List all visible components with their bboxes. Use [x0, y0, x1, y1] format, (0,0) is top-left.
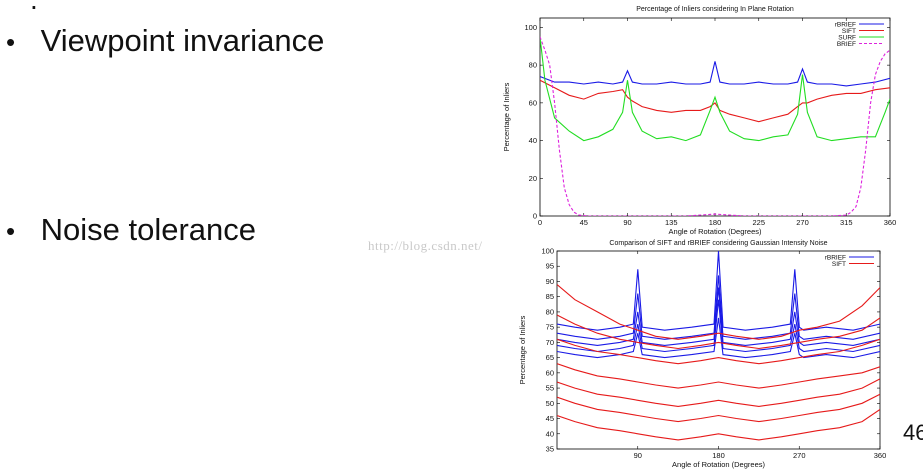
- series-line-brief-3: [540, 36, 890, 216]
- legend-label: SIFT: [832, 261, 846, 268]
- x-tick-label: 180: [712, 451, 725, 460]
- y-tick-label: 45: [546, 414, 554, 423]
- y-tick-label: 55: [546, 384, 554, 393]
- x-tick-label: 90: [623, 218, 631, 227]
- x-tick-label: 270: [796, 218, 809, 227]
- y-tick-label: 80: [529, 61, 537, 70]
- x-axis-label: Angle of Rotation (Degrees): [672, 460, 765, 469]
- y-tick-label: 35: [546, 445, 554, 454]
- series-line-sift-7: [557, 338, 880, 365]
- y-tick-label: 40: [529, 136, 537, 145]
- series-line-sift-10: [557, 393, 880, 423]
- y-tick-label: 95: [546, 262, 554, 271]
- x-axis-label: Angle of Rotation (Degrees): [669, 227, 762, 236]
- legend-label: SIFT: [842, 28, 856, 35]
- x-tick-label: 360: [874, 451, 887, 460]
- slide-top-partial-text: .: [30, 0, 38, 16]
- x-tick-label: 270: [793, 451, 806, 460]
- chart-title: Percentage of Inliers considering In Pla…: [636, 6, 794, 13]
- legend-label: rBRIEF: [825, 255, 846, 262]
- y-tick-label: 60: [529, 98, 537, 107]
- series-line-sift-5: [557, 284, 880, 340]
- y-tick-label: 0: [533, 212, 537, 221]
- y-tick-label: 65: [546, 353, 554, 362]
- y-tick-label: 100: [541, 247, 554, 256]
- page-number: 46: [903, 420, 923, 445]
- series-line-sift-9: [557, 378, 880, 407]
- bullet-marker: •: [6, 27, 16, 57]
- y-tick-label: 60: [546, 368, 554, 377]
- series-line-sift-11: [557, 408, 880, 441]
- y-tick-label: 40: [546, 429, 554, 438]
- legend-label: BRIEF: [837, 41, 856, 48]
- series-line-sift-6: [557, 314, 880, 350]
- x-tick-label: 45: [580, 218, 588, 227]
- series-line-rbrief-2: [557, 287, 880, 346]
- series-line-sift-1: [540, 79, 890, 123]
- y-tick-label: 50: [546, 399, 554, 408]
- x-tick-label: 360: [884, 218, 897, 227]
- y-tick-label: 70: [546, 338, 554, 347]
- x-tick-label: 180: [709, 218, 722, 227]
- series-line-surf-2: [540, 36, 890, 142]
- y-tick-label: 20: [529, 174, 537, 183]
- y-tick-label: 100: [524, 23, 537, 32]
- chart-title: Comparison of SIFT and rBRIEF considerin…: [609, 240, 827, 247]
- x-tick-label: 315: [840, 218, 853, 227]
- bullet-noise-tolerance: • Noise tolerance: [6, 212, 256, 248]
- bullet-marker: •: [6, 216, 16, 246]
- y-tick-label: 75: [546, 323, 554, 332]
- bullet-viewpoint-invariance: • Viewpoint invariance: [6, 23, 324, 59]
- y-tick-label: 85: [546, 292, 554, 301]
- chart-rotation-inliers: Percentage of Inliers considering In Pla…: [502, 6, 897, 236]
- chart-noise-comparison: Comparison of SIFT and rBRIEF considerin…: [518, 240, 887, 469]
- legend-label: SURF: [838, 35, 856, 42]
- x-tick-label: 225: [752, 218, 765, 227]
- x-tick-label: 90: [634, 451, 642, 460]
- y-axis-label: Percentage of Inliers: [518, 315, 527, 384]
- series-line-sift-8: [557, 363, 880, 389]
- series-line-rbrief-0: [540, 61, 890, 87]
- series-line-rbrief-1: [557, 275, 880, 340]
- watermark: http://blog.csdn.net/: [368, 238, 483, 253]
- y-tick-label: 90: [546, 277, 554, 286]
- bullet-text: Viewpoint invariance: [40, 23, 325, 58]
- y-tick-label: 80: [546, 307, 554, 316]
- x-tick-label: 135: [665, 218, 678, 227]
- bullet-text: Noise tolerance: [40, 212, 257, 247]
- y-axis-label: Percentage of Inliers: [502, 82, 511, 151]
- x-tick-label: 0: [538, 218, 542, 227]
- series-line-rbrief-3: [557, 299, 880, 353]
- legend-label: rBRIEF: [835, 22, 856, 29]
